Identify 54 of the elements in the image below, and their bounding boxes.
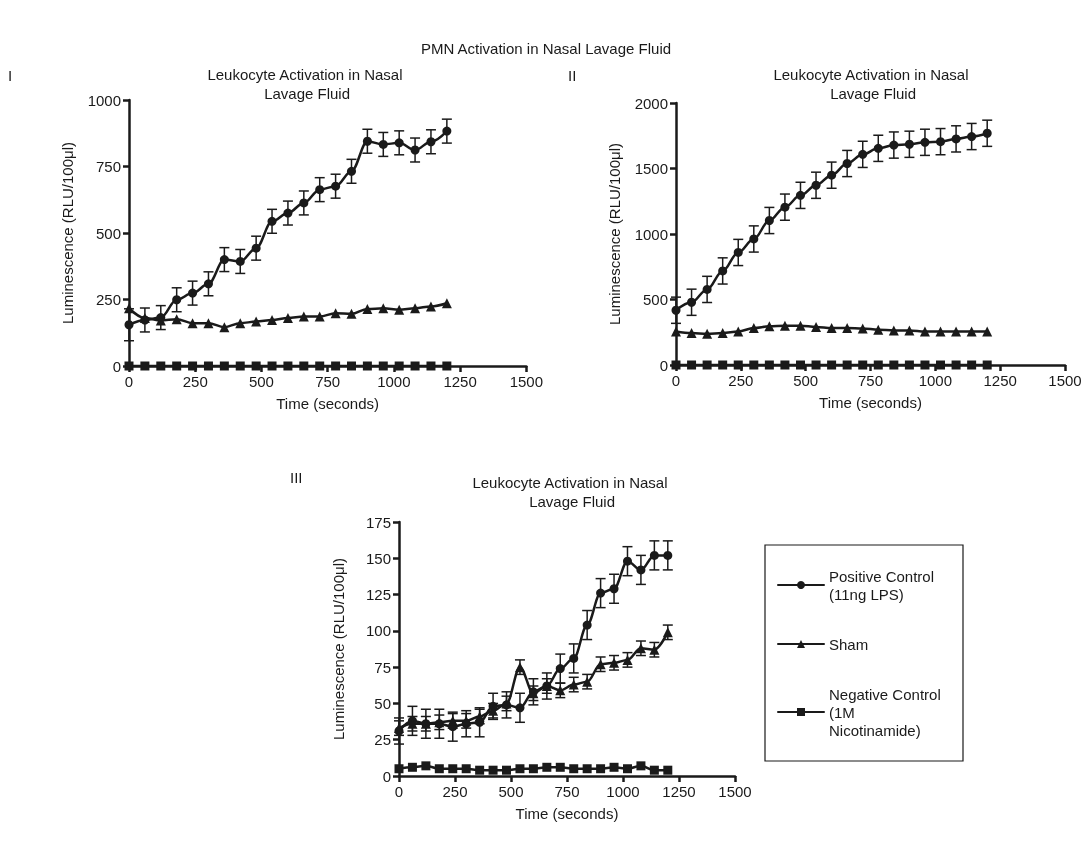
legend-label: Positive Control (11ng LPS): [829, 567, 939, 603]
x-tick-label: 750: [857, 372, 884, 389]
y-tick-label: 1000: [634, 225, 668, 243]
y-tick-label: 50: [374, 694, 391, 712]
x-axis-title: Time (seconds): [819, 394, 922, 411]
x-tick-label: 0: [671, 372, 681, 389]
y-tick-label: 500: [95, 224, 121, 242]
legend-label: Negative Control (1M Nicotinamide): [829, 685, 945, 739]
y-tick-label: 0: [659, 356, 668, 374]
x-axis-title: Time (seconds): [515, 805, 619, 822]
x-tick-label: 1000: [606, 783, 640, 800]
chart-title: Leukocyte Activation in Nasal Lavage Fluid: [207, 66, 403, 102]
y-tick-label: 150: [365, 549, 391, 567]
x-tick-label: 250: [442, 783, 468, 800]
text: III: [290, 469, 303, 486]
x-tick-label: 750: [315, 373, 341, 390]
x-tick-label: 0: [124, 373, 134, 390]
y-tick-label: 2000: [634, 94, 668, 112]
x-tick-label: 500: [498, 783, 524, 800]
x-tick-label: 250: [182, 373, 208, 390]
x-tick-label: 750: [554, 783, 580, 800]
y-tick-label: 750: [95, 158, 121, 175]
y-axis-title: Luminescence (RLU/100μl): [329, 557, 347, 741]
legend-label: Sham: [829, 635, 869, 653]
x-tick-label: 1500: [1048, 372, 1082, 389]
chart-title: Leukocyte Activation in Nasal Lavage Fluid: [773, 66, 969, 102]
x-tick-label: 1250: [443, 373, 477, 390]
text: PMN Activation in Nasal Lavage Fluid: [419, 40, 673, 57]
y-tick-label: 0: [382, 767, 391, 785]
x-tick-label: 1250: [662, 783, 696, 800]
y-tick-label: 175: [365, 513, 391, 531]
x-tick-label: 0: [394, 783, 404, 800]
y-tick-label: 100: [365, 622, 391, 640]
y-axis-title: Luminescence (RLU/100μl): [59, 141, 77, 325]
y-tick-label: 500: [642, 291, 668, 308]
x-tick-label: 250: [728, 372, 754, 389]
x-tick-label: 500: [793, 372, 819, 389]
y-tick-label: 1500: [634, 160, 668, 177]
y-tick-label: 1000: [87, 91, 121, 109]
chart-title: Leukocyte Activation in Nasal Lavage Fluid: [472, 474, 668, 510]
x-tick-label: 1000: [918, 372, 953, 389]
y-tick-label: 75: [374, 658, 391, 676]
y-tick-label: 0: [112, 357, 121, 375]
x-tick-label: 500: [248, 373, 274, 390]
text: II: [568, 67, 577, 84]
y-tick-label: 125: [365, 586, 391, 604]
x-tick-label: 1500: [718, 783, 752, 800]
x-tick-label: 1250: [983, 372, 1017, 389]
y-axis-title: Luminescence (RLU/100μl): [606, 142, 624, 326]
x-axis-title: Time (seconds): [276, 395, 380, 412]
y-tick-label: 250: [95, 291, 121, 308]
y-tick-label: 25: [374, 731, 391, 749]
text: I: [8, 67, 13, 84]
x-tick-label: 1500: [509, 373, 543, 390]
